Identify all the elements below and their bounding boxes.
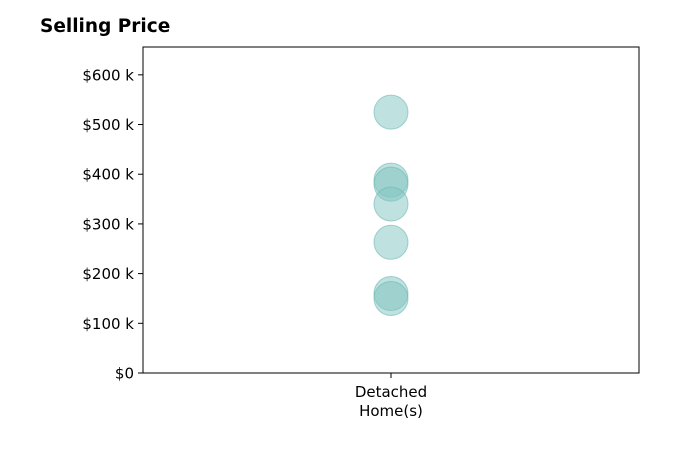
y-tick-label: $400 k bbox=[82, 166, 134, 184]
data-point bbox=[373, 186, 409, 222]
data-point bbox=[373, 94, 409, 130]
data-point bbox=[373, 280, 409, 316]
chart-title: Selling Price bbox=[40, 16, 171, 37]
y-tick-label: $100 k bbox=[82, 315, 134, 333]
y-axis: $0 $100 k $200 k $300 k $400 k $500 k $600 k bbox=[82, 66, 143, 383]
y-tick-label: $500 k bbox=[82, 116, 134, 134]
x-tick-label: Detached Home(s) bbox=[355, 383, 427, 420]
y-tick-label: $300 k bbox=[82, 215, 134, 233]
y-tick-label: $0 bbox=[115, 365, 134, 383]
y-tick-label: $600 k bbox=[82, 66, 134, 84]
data-point bbox=[373, 224, 409, 260]
x-axis: Detached Home(s) bbox=[355, 373, 427, 420]
scatter-points bbox=[373, 94, 409, 316]
y-tick-label: $200 k bbox=[82, 265, 134, 283]
